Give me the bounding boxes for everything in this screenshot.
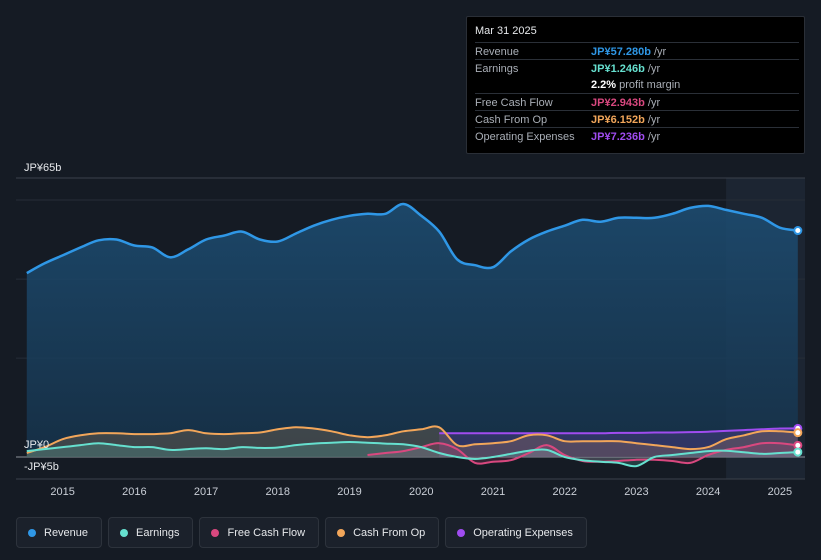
x-tick-label: 2015 [50,486,74,498]
legend-dot-icon [457,528,466,537]
area-revenue [26,203,798,457]
tooltip-date: Mar 31 2025 [475,25,537,37]
y-axis-top-label: JP¥65b [24,162,61,174]
x-tick-label: 2025 [768,486,792,498]
legend-item-cash-from-op[interactable]: Cash From Op [325,517,440,548]
tooltip-value: JP¥2.943b /yr [591,97,661,109]
line-earnings [26,441,798,468]
series-lines [26,202,799,468]
legend-dot-icon [337,528,346,537]
legend-label: Earnings [136,526,180,539]
x-tick-label: 2023 [624,486,648,498]
tooltip-label: Revenue [475,46,520,58]
x-tick-label: 2022 [552,486,576,498]
tooltip-label: Earnings [475,63,519,75]
tooltip-label: Free Cash Flow [475,97,553,109]
end-marker-revenue [793,226,803,236]
line-cash-from-op [26,425,798,454]
tooltip-value: JP¥6.152b /yr [591,114,661,126]
y-axis-zero-label: JP¥0 [24,439,49,451]
x-tick-label: 2024 [696,486,720,498]
end-marker-cash-from-op [793,428,803,438]
legend-label: Revenue [44,526,89,539]
tooltip-row-free-cash-flow: Free Cash Flow JP¥2.943b /yr [475,93,799,110]
legend-label: Operating Expenses [473,526,573,539]
series-areas [26,203,798,467]
legend-item-earnings[interactable]: Earnings [108,517,194,548]
tooltip-label: Cash From Op [475,114,548,126]
x-tick-label: 2019 [337,486,361,498]
tooltip-row-earnings: Earnings JP¥1.246b /yr [475,59,799,76]
tooltip-row-cash-from-op: Cash From Op JP¥6.152b /yr [475,110,799,127]
legend-dot-icon [120,528,129,537]
end-marker-earnings [793,447,803,457]
y-axis-bottom-label: -JP¥5b [24,461,59,473]
legend-item-revenue[interactable]: Revenue [16,517,103,548]
x-tick-label: 2017 [194,486,218,498]
line-operating-expenses [439,427,798,435]
legend-label: Cash From Op [353,526,426,539]
tooltip-value: 2.2% profit margin [591,79,681,91]
legend-dot-icon [28,528,36,537]
financial-chart: JP¥65b JP¥0 -JP¥5b 2015 2016 2017 2018 2019 2… [16,162,805,498]
tooltip-row-profit-margin: 2.2% profit margin [475,76,799,93]
tooltip-value: JP¥1.246b /yr [591,63,661,75]
line-revenue [26,202,799,275]
legend-dot-icon [211,528,220,537]
tooltip-value: JP¥57.280b /yr [591,46,667,58]
tooltip-row-revenue: Revenue JP¥57.280b /yr [475,42,799,59]
chart-legend: Revenue Earnings Free Cash Flow Cash Fro… [16,517,587,548]
legend-item-operating-expenses[interactable]: Operating Expenses [445,517,587,548]
x-axis-ticks: 2015 2016 2017 2018 2019 2020 2021 2022 2023 2024… [50,486,792,498]
data-tooltip: Mar 31 2025 Revenue JP¥57.280b /yr Earni… [466,16,805,154]
tooltip-value: JP¥7.236b /yr [591,131,661,143]
area-earnings [26,442,798,467]
legend-label: Free Cash Flow [227,526,306,539]
series-end-markers [793,226,803,457]
x-tick-label: 2020 [409,486,433,498]
x-tick-label: 2021 [481,486,505,498]
tooltip-label: Operating Expenses [475,131,575,143]
legend-item-free-cash-flow[interactable]: Free Cash Flow [199,517,320,548]
x-tick-label: 2018 [266,486,290,498]
x-tick-label: 2016 [122,486,146,498]
tooltip-row-operating-expenses: Operating Expenses JP¥7.236b /yr [475,127,799,144]
